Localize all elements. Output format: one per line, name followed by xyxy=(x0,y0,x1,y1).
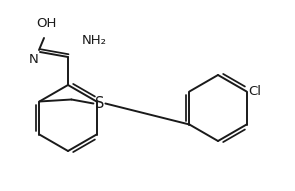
Text: OH: OH xyxy=(36,17,56,30)
Text: S: S xyxy=(95,96,104,111)
Text: N: N xyxy=(29,53,39,66)
Text: Cl: Cl xyxy=(249,85,262,98)
Text: NH₂: NH₂ xyxy=(82,34,107,47)
